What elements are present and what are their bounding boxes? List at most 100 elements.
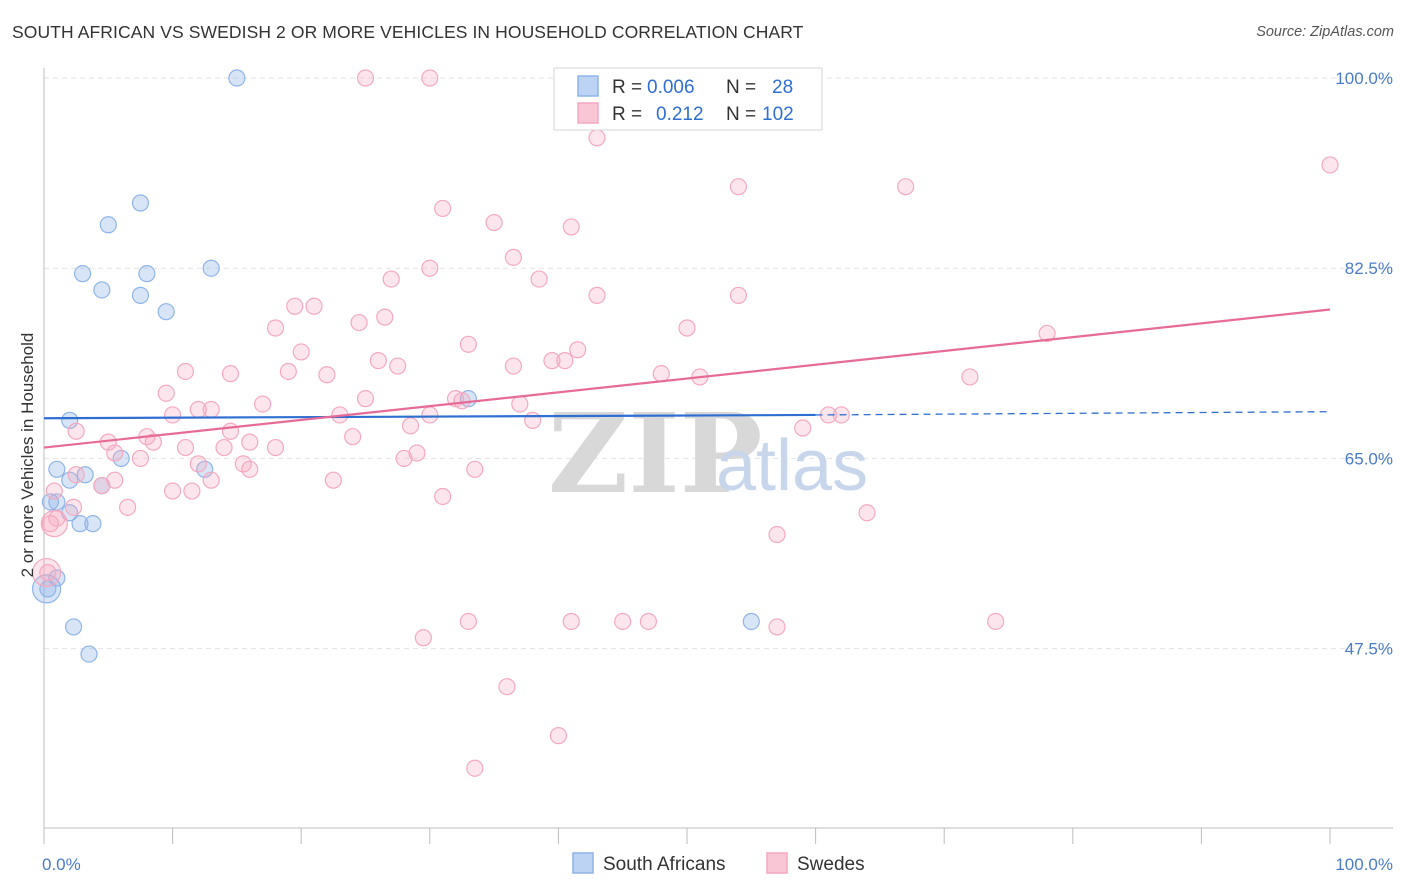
- point-south-african-21: [84, 515, 102, 533]
- point-swede-56: [344, 428, 362, 446]
- point-swede-82: [858, 504, 876, 522]
- point-swede-26: [369, 352, 387, 370]
- point-swede-74: [324, 471, 342, 489]
- point-south-african-5: [202, 259, 220, 277]
- point-swede-23: [569, 341, 587, 359]
- point-swede-69: [241, 460, 259, 478]
- point-swede-92: [987, 612, 1005, 631]
- point-south-african-3: [73, 265, 92, 283]
- point-swede-21: [678, 319, 696, 337]
- point-swede-33: [221, 365, 240, 383]
- point-swede-75: [93, 477, 111, 495]
- point-swede-13: [530, 270, 548, 288]
- point-swede-20: [266, 319, 285, 337]
- legend-swatch-swedes: [577, 102, 599, 124]
- point-swede-0: [356, 69, 375, 87]
- point-swede-72: [106, 471, 124, 489]
- point-swede-91: [768, 618, 786, 636]
- point-swede-88: [562, 612, 580, 631]
- legend-n-label-2: N =: [726, 104, 756, 125]
- point-south-african-4: [138, 265, 156, 283]
- point-swede-17: [305, 297, 323, 315]
- point-swede-8: [485, 213, 503, 232]
- point-swede-9: [562, 218, 580, 236]
- point-swede-84: [41, 515, 60, 533]
- point-south-african-25: [80, 645, 98, 663]
- point-swede-61: [215, 438, 233, 457]
- point-south-african-7: [131, 286, 150, 304]
- point-swede-58: [67, 422, 85, 440]
- point-swede-87: [459, 612, 477, 631]
- legend-swatch-south-africans: [577, 75, 599, 97]
- point-swede-46: [189, 400, 207, 419]
- point-swede-86: [39, 563, 57, 582]
- watermark-atlas: atlas: [716, 426, 868, 506]
- source-label: Source: ZipAtlas.com: [1256, 24, 1394, 40]
- point-south-african-0: [228, 69, 246, 87]
- legend-n-value-2: 102: [762, 104, 794, 125]
- point-swede-96: [466, 759, 484, 777]
- point-swede-79: [434, 487, 452, 506]
- legend-r-label-2: R =: [612, 104, 642, 125]
- point-south-african-12: [76, 466, 94, 484]
- point-swede-27: [543, 352, 561, 370]
- point-swede-64: [131, 449, 150, 468]
- point-swede-39: [356, 390, 375, 408]
- y-tick-label-0: 47.5%: [1345, 640, 1393, 659]
- y-tick-label-3: 100.0%: [1335, 69, 1393, 88]
- legend-r-value-2: 0.212: [656, 104, 704, 125]
- point-swede-14: [588, 286, 606, 304]
- point-swede-94: [498, 678, 516, 696]
- point-swede-1: [421, 69, 439, 87]
- point-swede-18: [376, 308, 394, 326]
- point-swede-30: [504, 357, 522, 375]
- point-south-african-24: [64, 618, 83, 636]
- point-swede-4: [1321, 156, 1339, 174]
- chart-title: SOUTH AFRICAN VS SWEDISH 2 OR MORE VEHIC…: [12, 22, 804, 42]
- point-swede-90: [639, 612, 658, 631]
- series-legend-label-swedes: Swedes: [797, 854, 865, 875]
- point-swede-11: [421, 259, 439, 277]
- point-swede-85: [768, 525, 786, 544]
- legend-r-label-1: R =: [612, 77, 642, 98]
- point-swede-16: [286, 297, 304, 315]
- point-swede-5: [729, 178, 748, 196]
- point-swede-35: [652, 365, 670, 383]
- y-tick-label-2: 82.5%: [1345, 259, 1393, 278]
- series-swedes: [31, 69, 1339, 777]
- point-swede-37: [961, 368, 979, 386]
- point-swede-32: [176, 362, 195, 381]
- point-swede-50: [221, 422, 240, 440]
- point-south-african-1: [131, 194, 150, 212]
- point-swede-28: [556, 352, 574, 370]
- point-south-african-17: [41, 493, 60, 511]
- point-south-african-cluster: [31, 574, 62, 604]
- point-south-african-26: [742, 612, 760, 631]
- point-south-african-6: [93, 281, 111, 299]
- series-legend-swatch-south-africans: [572, 852, 594, 874]
- gridlines: [44, 77, 1393, 650]
- trend-line-swedes: [43, 308, 1331, 449]
- point-swede-29: [389, 357, 407, 375]
- point-swede-60: [176, 438, 195, 457]
- point-swede-63: [106, 444, 124, 462]
- series-legend-swatch-swedes: [766, 852, 788, 874]
- axes: [43, 68, 1393, 844]
- point-swede-73: [202, 471, 220, 489]
- point-swede-cluster-2: [31, 557, 62, 588]
- point-swede-38: [157, 384, 175, 402]
- watermark: ZIP atlas: [548, 389, 868, 518]
- watermark-zip: ZIP: [548, 389, 762, 518]
- legend-r-value-1: 0.006: [647, 77, 695, 98]
- point-swede-59: [144, 433, 162, 451]
- point-swede-89: [614, 612, 632, 631]
- point-swede-62: [266, 438, 285, 457]
- point-swede-22: [459, 335, 477, 353]
- point-swede-19: [350, 313, 368, 332]
- point-swede-71: [67, 466, 85, 484]
- point-swede-7: [434, 199, 452, 218]
- trend-line-south-africans-dashed: [815, 411, 1331, 416]
- point-swede-80: [64, 498, 83, 516]
- point-south-african-11: [48, 460, 66, 478]
